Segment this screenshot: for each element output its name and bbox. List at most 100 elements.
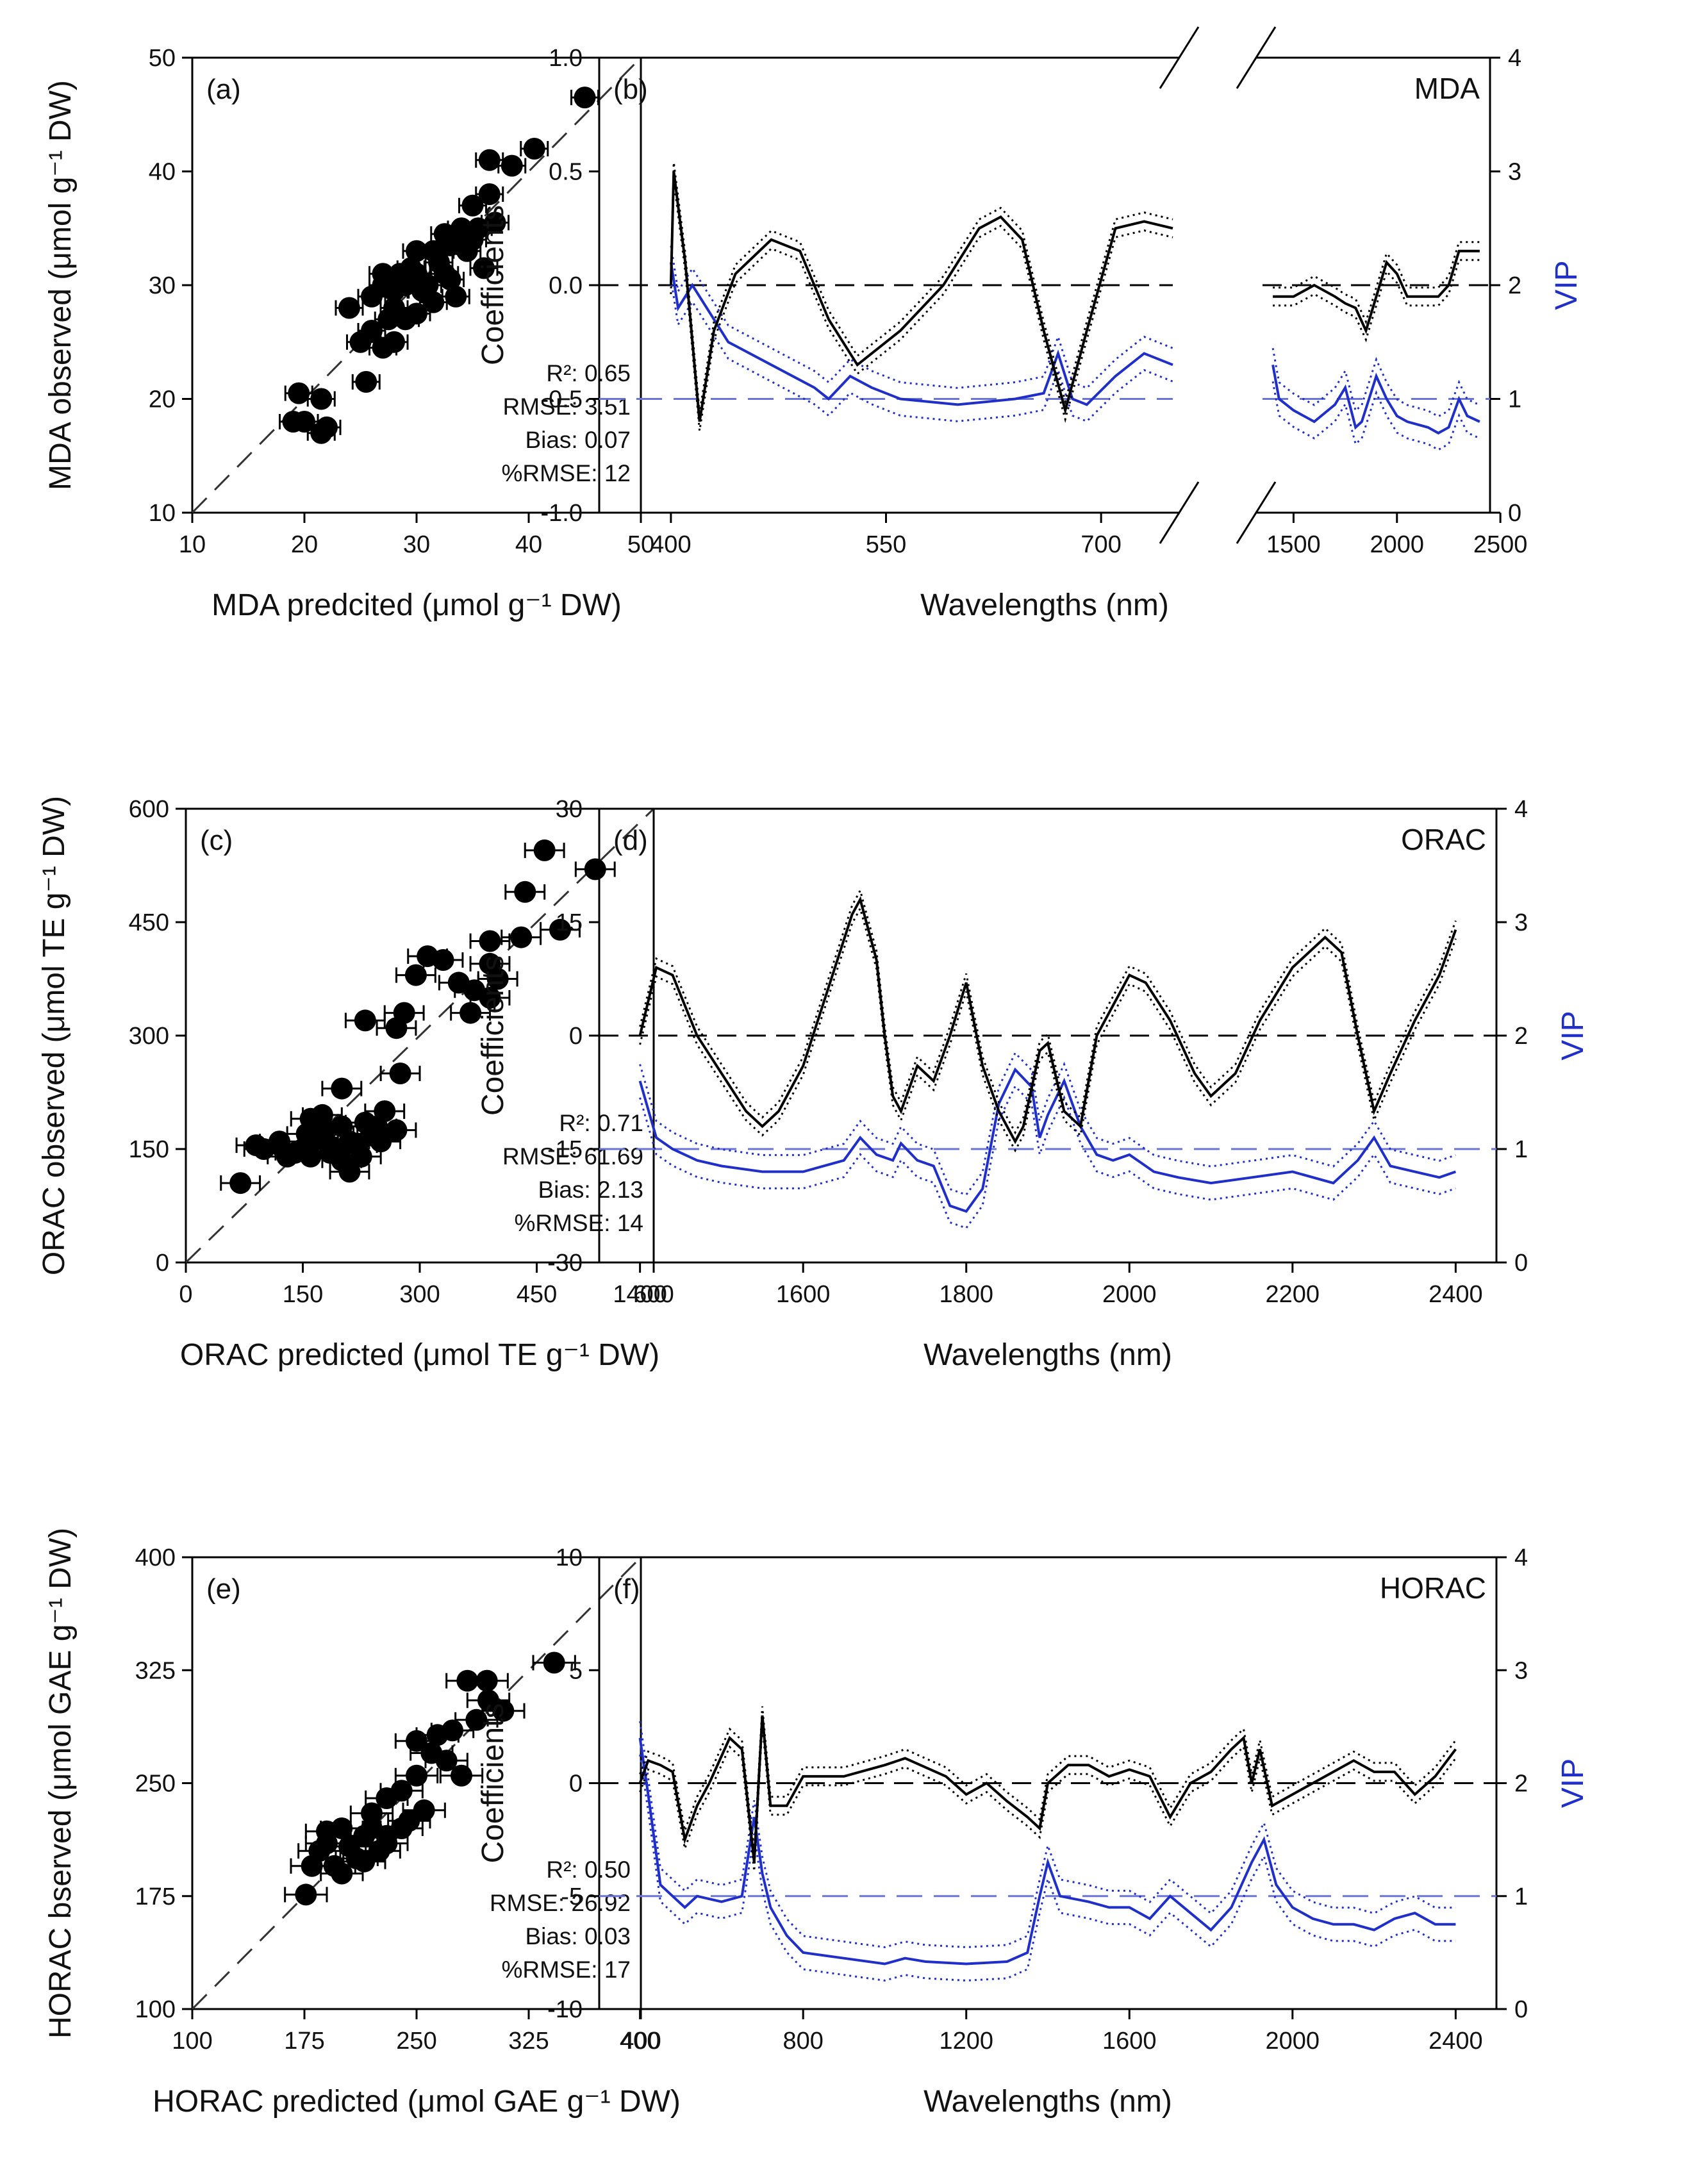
- data-point: [467, 217, 490, 240]
- one-to-one-line: [191, 56, 642, 514]
- left-tick-label: -5: [561, 1883, 583, 1910]
- axis-break-mark: [1159, 481, 1200, 544]
- y-axis-label: HORAC bserved (μmol GAE g⁻¹ DW): [44, 1528, 78, 2039]
- right-tick-label: 1: [1514, 1883, 1528, 1910]
- coefficient-line: [638, 1715, 1457, 1863]
- data-point: [574, 87, 596, 109]
- x-axis-label: HORAC predicted (μmol GAE g⁻¹ DW): [153, 2085, 681, 2119]
- y-axis-label-left: Coefficients: [476, 1703, 510, 1864]
- data-point: [445, 285, 467, 308]
- right-tick-label: 3: [1514, 1657, 1528, 1684]
- right-tick-label: 4: [1514, 796, 1528, 823]
- data-point: [460, 1002, 482, 1024]
- panel-label: (a): [206, 74, 241, 105]
- spectral-panel-b: -1.0 -0.5 0.0 0.5 1.0 0 1 2 3 4 400 550 700 1500 2000 2…: [476, 26, 1584, 622]
- left-tick-label: 1.0: [549, 45, 583, 72]
- x-tick-label: 30: [403, 531, 430, 558]
- data-point: [361, 285, 383, 308]
- axis-break-mark: [1236, 481, 1277, 544]
- data-point: [301, 1855, 323, 1877]
- data-point: [406, 1764, 427, 1787]
- stat-line: %RMSE: 12: [501, 460, 631, 486]
- y-axis-label-right: VIP: [1550, 260, 1584, 310]
- right-tick-label: 2: [1508, 272, 1521, 299]
- y-tick-label: 600: [129, 796, 169, 823]
- x-tick-label: 1600: [1102, 2028, 1157, 2055]
- right-tick-label: 4: [1508, 45, 1521, 72]
- x-tick-label: 450: [517, 1281, 557, 1308]
- data-point: [451, 234, 472, 256]
- x-tick-label: 20: [291, 531, 318, 558]
- analyte-label: ORAC: [1401, 823, 1486, 856]
- x-axis-label: Wavelengths (nm): [923, 1338, 1172, 1372]
- data-point: [478, 183, 501, 205]
- x-tick-label: 0: [179, 1281, 192, 1308]
- x-tick-label: 700: [1081, 531, 1121, 558]
- x-tick-label: 2000: [1370, 531, 1424, 558]
- data-point: [584, 858, 606, 881]
- stat-line: R²: 0.50: [546, 1857, 631, 1883]
- y-axis-label: ORAC observed (μmol TE g⁻¹ DW): [37, 796, 71, 1275]
- stat-line: %RMSE: 17: [501, 1956, 631, 1983]
- data-point: [388, 263, 411, 285]
- data-point: [406, 302, 427, 325]
- stat-line: RMSE: 26.92: [490, 1890, 631, 1916]
- data-point: [350, 1145, 372, 1168]
- plot-area: [599, 888, 1496, 1230]
- vip-line: [1271, 364, 1480, 435]
- x-tick-label: 10: [179, 531, 206, 558]
- y-tick-label: 175: [135, 1883, 176, 1910]
- left-tick-label: 0.0: [549, 272, 583, 299]
- left-tick-label: 0: [569, 1771, 583, 1798]
- one-to-one-line: [185, 807, 655, 1264]
- x-tick-label: 1400: [613, 1281, 667, 1308]
- x-tick-label: 325: [508, 2028, 549, 2055]
- data-point: [376, 1787, 398, 1809]
- data-point: [514, 881, 536, 903]
- data-point: [372, 263, 394, 285]
- stat-line: R²: 0.71: [559, 1110, 643, 1136]
- data-point: [533, 839, 556, 861]
- right-tick-label: 3: [1508, 159, 1521, 186]
- left-tick-label: 0.5: [549, 159, 583, 186]
- y-axis-label-right: VIP: [1556, 1011, 1590, 1060]
- data-point: [361, 1817, 383, 1839]
- data-point: [331, 1862, 353, 1885]
- data-point: [372, 336, 394, 359]
- data-point: [476, 1669, 498, 1692]
- x-tick-label: 1800: [939, 1281, 993, 1308]
- y-tick-label: 50: [149, 45, 176, 72]
- right-tick-label: 0: [1514, 1250, 1528, 1277]
- data-point: [473, 257, 495, 279]
- data-point: [354, 1009, 376, 1032]
- stat-line: RMSE: 3.51: [503, 393, 631, 420]
- data-point: [461, 194, 484, 217]
- y-tick-label: 300: [129, 1023, 169, 1050]
- data-point: [310, 422, 333, 444]
- x-tick-label: 400: [650, 531, 691, 558]
- x-tick-label: 550: [866, 531, 906, 558]
- coefficient-line: [669, 171, 1173, 422]
- data-point: [338, 297, 360, 319]
- left-tick-label: -10: [547, 1996, 583, 2023]
- x-tick-label: 40: [515, 531, 542, 558]
- spectral-panel-d: -30 -15 0 15 30 0 1 2 3 4 1400 1600 1800 2000 2200 2400…: [476, 796, 1590, 1372]
- y-tick-label: 325: [135, 1657, 176, 1684]
- data-point: [433, 263, 456, 285]
- left-tick-label: 10: [556, 1544, 583, 1571]
- y-axis-label: MDA observed (μmol g⁻¹ DW): [44, 80, 78, 490]
- y-tick-label: 450: [129, 909, 169, 936]
- y-axis-label-left: Coefficients: [476, 205, 510, 365]
- x-tick-label: 600: [633, 1281, 674, 1308]
- data-point: [361, 1802, 383, 1824]
- x-tick-label: 2000: [1266, 2028, 1320, 2055]
- coefficient-line: [638, 896, 1457, 1145]
- data-point: [385, 1017, 408, 1039]
- data-point: [406, 240, 427, 262]
- x-tick-label: 400: [620, 2028, 660, 2055]
- left-tick-label: -15: [547, 1136, 583, 1163]
- data-point: [477, 1689, 499, 1712]
